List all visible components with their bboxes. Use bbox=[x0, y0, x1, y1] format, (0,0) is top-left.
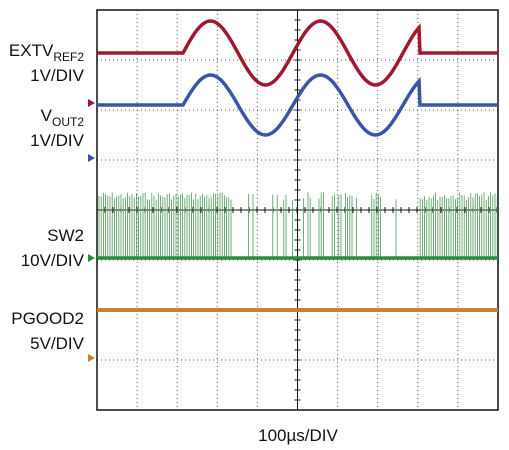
plot-frame bbox=[96, 9, 499, 411]
marker bbox=[88, 154, 95, 162]
channel-label: EXTVREF2 bbox=[9, 41, 84, 64]
channel-scale: 1V/DIV bbox=[30, 131, 85, 150]
channel-label: SW2 bbox=[47, 226, 84, 245]
timebase: 100µs/DIV bbox=[258, 426, 338, 445]
extvref-trace bbox=[97, 19, 498, 87]
channel-label: VOUT2 bbox=[41, 106, 85, 129]
label-text: EXTV bbox=[9, 41, 54, 60]
marker bbox=[88, 254, 95, 262]
label-sub: REF2 bbox=[53, 50, 84, 64]
channel-scale: 5V/DIV bbox=[30, 334, 85, 353]
traces bbox=[97, 19, 498, 312]
vout-trace bbox=[97, 73, 498, 137]
marker bbox=[88, 354, 95, 362]
grid bbox=[96, 9, 498, 411]
label-sub: OUT2 bbox=[52, 115, 84, 129]
channel-scale: 1V/DIV bbox=[30, 66, 85, 85]
marker bbox=[88, 99, 95, 107]
sw-bursts bbox=[98, 192, 498, 258]
channel-label: PGOOD2 bbox=[11, 309, 84, 328]
channel-scale: 10V/DIV bbox=[21, 251, 85, 270]
label-text: V bbox=[41, 106, 53, 125]
